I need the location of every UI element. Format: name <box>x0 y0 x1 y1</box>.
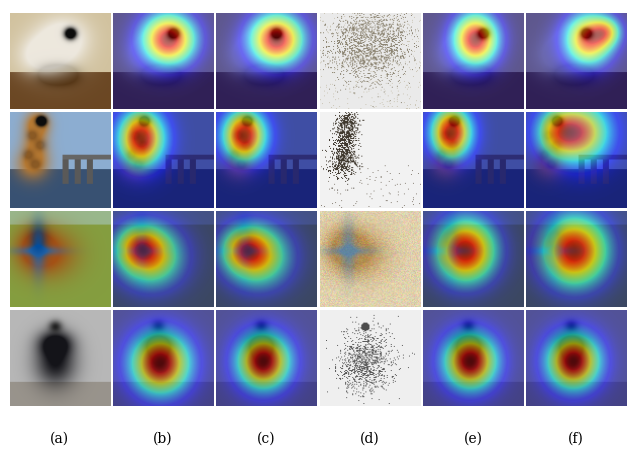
Text: (c): (c) <box>257 431 275 445</box>
Text: (f): (f) <box>569 431 584 445</box>
Text: (d): (d) <box>360 431 380 445</box>
Text: (e): (e) <box>464 431 483 445</box>
Text: (a): (a) <box>50 431 69 445</box>
Text: (b): (b) <box>153 431 173 445</box>
